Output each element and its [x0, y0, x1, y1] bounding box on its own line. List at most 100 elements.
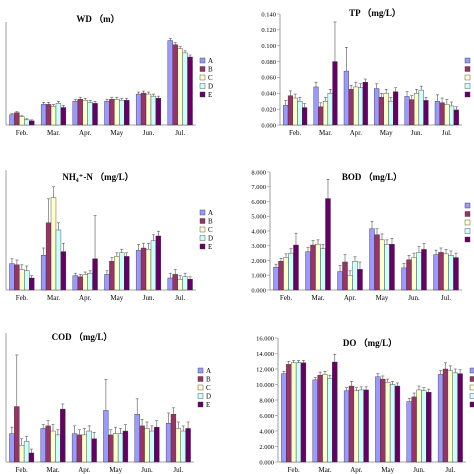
do-x-tick-label: May [381, 466, 394, 474]
do-bar [375, 376, 381, 463]
tp-bar [374, 88, 380, 126]
nh4-x-tick-label: May [110, 294, 123, 302]
do-y-tick-label: 12.000 [256, 366, 274, 373]
cod-bar [71, 433, 78, 463]
nh4-bar [9, 263, 15, 291]
tp-legend-swatch [464, 91, 471, 98]
bod-y-tick-label: 2.000 [251, 258, 266, 265]
nh4-bar [45, 222, 52, 291]
cod-legend-label: B [206, 376, 211, 384]
nh4-bar [72, 275, 78, 291]
bod-bar [342, 261, 348, 291]
wd-bar [60, 107, 67, 126]
bod-legend-swatch [464, 236, 471, 243]
wd-bar [140, 92, 147, 126]
tp-bar [327, 93, 333, 126]
cod-x-tick-label: May [109, 466, 122, 474]
nh4-bar [14, 264, 20, 291]
cod-bar [122, 430, 129, 463]
nh4-legend-swatch [199, 243, 206, 250]
tp-legend-swatch [464, 74, 471, 81]
bod-legend-swatch [464, 228, 471, 234]
tp-y-tick-label: 0.060 [261, 75, 276, 82]
do-legend-swatch [469, 384, 474, 391]
nh4-x-tick-label: Jun. [143, 294, 155, 302]
wd-bar [9, 114, 15, 126]
nh4-bar [77, 276, 83, 291]
tp-y-tick-label: 0.120 [261, 27, 276, 34]
bod-y-tick-label: 8.000 [251, 169, 266, 176]
do-y-tick-label: 2.000 [259, 444, 274, 451]
cod-bar [180, 430, 186, 463]
cod-legend-label: D [206, 393, 211, 401]
cod-bar [60, 408, 66, 463]
bod-bar [278, 261, 284, 291]
wd-bar [92, 103, 98, 126]
tp-x-tick-label: Apr. [350, 129, 363, 137]
cod-legend-swatch [197, 384, 204, 391]
nh4-legend-label: A [208, 209, 213, 217]
do-bar [317, 375, 323, 463]
cod-title: COD （mg/L） [52, 332, 113, 342]
tp-bar [292, 97, 298, 126]
bod-legend-swatch [464, 211, 471, 217]
tp-bar [388, 101, 394, 126]
do-bar [343, 390, 350, 463]
cod-bar [185, 428, 191, 463]
nh4-bar [182, 276, 188, 291]
cod-bar [108, 434, 114, 463]
bod-bar [337, 271, 343, 291]
nh4-bar [87, 273, 93, 291]
wd-bar [114, 99, 120, 126]
nh4-legend-swatch [199, 209, 206, 216]
wd-legend-swatch [199, 74, 206, 81]
tp-y-tick-label: 0.040 [261, 91, 276, 98]
tp-x-tick-label: Jul. [442, 129, 452, 137]
wd-bar [155, 98, 162, 126]
bod-bar [401, 267, 407, 291]
bod-bar [384, 244, 390, 291]
bod-bar [288, 252, 294, 291]
cod-bar [50, 430, 56, 463]
wd-legend-swatch [199, 91, 206, 98]
cod-bar [175, 428, 181, 463]
wd-bar [187, 56, 193, 126]
bod-x-tick-label: Feb. [280, 294, 293, 302]
nh4-legend-label: C [208, 226, 213, 234]
wd-x-tick-label: Feb. [16, 129, 29, 137]
wd-legend-swatch [199, 66, 206, 72]
tp-legend-swatch [464, 66, 471, 72]
nh4-bar [140, 247, 147, 291]
wd-legend-swatch [199, 83, 206, 89]
cod-legend-swatch [197, 367, 204, 374]
cod-bar [9, 433, 15, 463]
do-y-tick-label: 4.000 [259, 428, 274, 435]
wd-bar [50, 106, 57, 126]
bod-bar [406, 259, 412, 291]
nh4-bar [50, 197, 57, 291]
cod-bar [76, 434, 83, 463]
tp-bar [322, 101, 329, 126]
nh4-bar [145, 248, 152, 291]
cod-bar [144, 428, 150, 463]
cod-x-tick-label: Apr. [78, 466, 91, 474]
bod-bar [352, 261, 358, 291]
bod-x-tick-label: Mar. [311, 294, 324, 302]
nh4-bar [40, 254, 47, 291]
do-bar [281, 373, 287, 463]
tp-bar [283, 104, 289, 126]
nh4-bar [187, 279, 193, 291]
cod-bar [23, 441, 30, 463]
nh4-bar [177, 279, 183, 291]
tp-bar [332, 61, 338, 126]
cod-bar [165, 423, 172, 463]
nh4-bar [114, 256, 120, 291]
nh4-x-tick-label: Feb. [16, 294, 29, 302]
cod-x-tick-label: Feb. [16, 466, 29, 474]
nh4-bar [119, 252, 125, 291]
cod-legend-label: E [206, 401, 210, 409]
wd-legend-label: B [208, 66, 213, 74]
nh4-legend-label: E [208, 243, 212, 251]
bod-x-tick-label: Jul. [441, 294, 451, 302]
bod-bar [421, 249, 427, 291]
